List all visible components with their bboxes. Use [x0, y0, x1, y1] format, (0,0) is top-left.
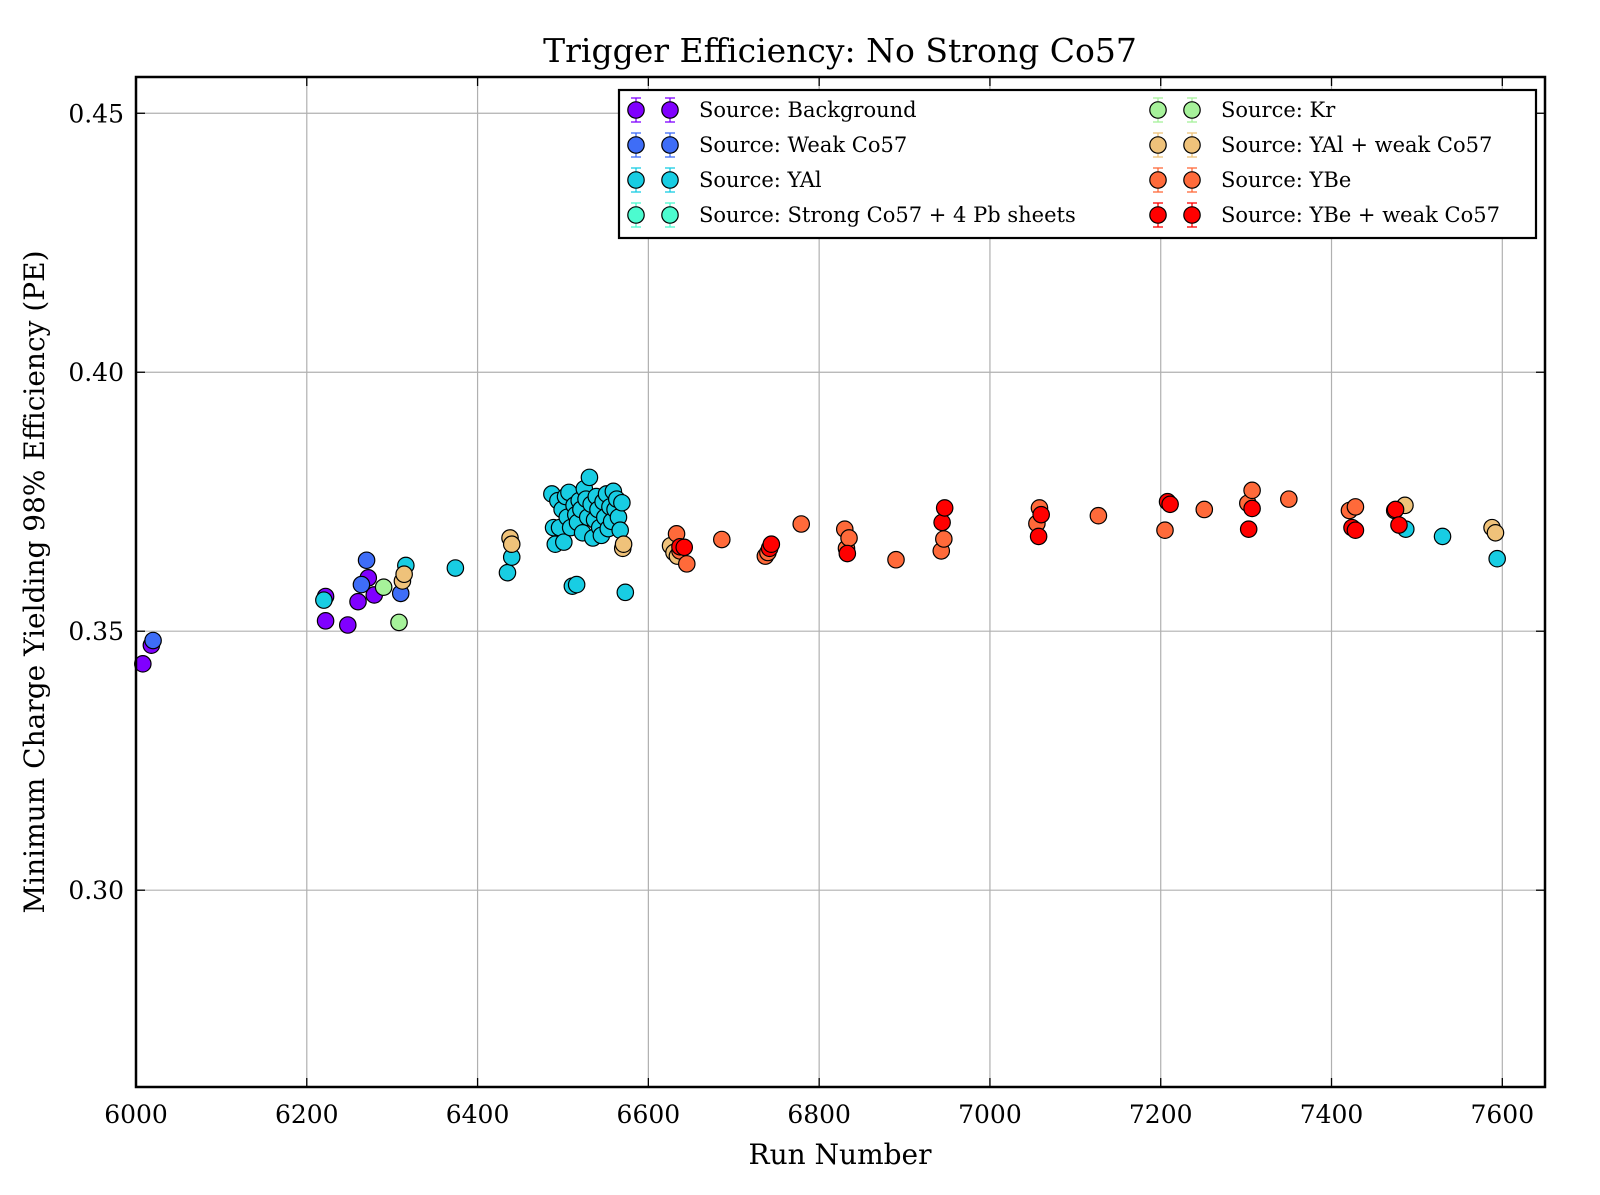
y-tick-label: 0.40 — [68, 358, 124, 387]
y-tick-label: 0.30 — [68, 876, 124, 905]
legend-marker — [627, 171, 645, 189]
legend-marker — [1149, 206, 1167, 224]
data-point-3 — [555, 533, 573, 551]
legend-label: Source: YAl + weak Co57 — [1221, 133, 1492, 157]
data-point-3 — [580, 468, 599, 487]
data-point-3 — [498, 563, 517, 582]
data-point-3 — [613, 493, 631, 512]
data-point-5 — [390, 613, 408, 632]
data-point-7 — [840, 529, 858, 547]
data-point-3 — [446, 559, 465, 577]
data-point-7 — [1156, 521, 1174, 540]
data-point-8 — [838, 544, 857, 563]
x-tick-label: 6400 — [446, 1100, 510, 1129]
data-point-7 — [713, 530, 731, 549]
y-axis-title: Minimum Charge Yielding 98% Efficiency (… — [18, 251, 51, 914]
data-points — [134, 468, 1506, 673]
plot-frame — [134, 75, 1547, 1089]
data-point-3 — [1433, 527, 1452, 546]
legend: Source: Background Source: Weak Co57 Sourc… — [617, 88, 1538, 240]
data-point-5 — [374, 578, 393, 596]
legend-marker — [1183, 171, 1201, 189]
legend-marker — [1149, 101, 1167, 119]
data-point-7 — [677, 555, 696, 573]
data-point-8 — [675, 538, 694, 557]
chart-title: Trigger Efficiency: No Strong Co57 — [543, 31, 1137, 70]
legend-marker — [627, 136, 645, 154]
data-point-1 — [134, 655, 152, 673]
legend-marker — [627, 101, 645, 119]
legend-marker — [661, 171, 679, 189]
data-point-2 — [357, 551, 376, 570]
legend-marker — [1149, 171, 1167, 189]
data-point-3 — [616, 583, 635, 602]
x-tick-label: 7400 — [1300, 1100, 1364, 1129]
legend-marker — [1183, 101, 1201, 119]
data-point-8 — [1346, 521, 1365, 540]
legend-marker — [661, 136, 679, 154]
x-axis-title: Run Number — [748, 1138, 932, 1171]
data-point-7 — [1346, 498, 1365, 516]
data-point-6 — [395, 565, 413, 584]
data-point-7 — [887, 550, 905, 569]
data-point-3 — [1488, 549, 1506, 568]
data-point-8 — [1386, 500, 1405, 519]
data-point-6 — [614, 535, 633, 553]
data-point-3 — [315, 591, 333, 609]
data-point-2 — [352, 575, 371, 594]
data-point-8 — [1243, 499, 1261, 518]
data-point-7 — [792, 515, 811, 533]
data-point-8 — [1161, 495, 1179, 514]
data-point-8 — [935, 499, 954, 517]
data-point-8 — [933, 513, 951, 532]
data-point-3 — [567, 575, 586, 594]
y-tick-label: 0.35 — [68, 617, 124, 646]
legend-label: Source: YAl — [699, 168, 822, 192]
x-tick-label: 6800 — [787, 1100, 851, 1129]
x-tick-label: 6000 — [104, 1100, 168, 1129]
y-tick-label: 0.45 — [68, 99, 124, 128]
legend-marker — [1183, 136, 1201, 154]
data-point-8 — [1239, 520, 1258, 538]
y-tick-labels: 0.30 0.35 0.40 0.45 — [68, 99, 124, 905]
legend-label: Source: YBe — [1221, 168, 1351, 192]
legend-marker — [1149, 136, 1167, 154]
data-point-7 — [935, 530, 953, 548]
x-tick-label: 7000 — [958, 1100, 1022, 1129]
x-tick-label: 6600 — [617, 1100, 681, 1129]
data-point-1 — [338, 616, 357, 634]
legend-label: Source: Kr — [1221, 98, 1336, 122]
data-point-8 — [1390, 516, 1408, 534]
x-tick-label: 6200 — [275, 1100, 339, 1129]
data-point-2 — [144, 631, 162, 650]
x-tick-label: 7600 — [1470, 1100, 1534, 1129]
legend-label: Source: Weak Co57 — [699, 133, 907, 157]
data-point-7 — [1280, 490, 1298, 508]
legend-marker — [1183, 206, 1201, 224]
data-point-8 — [762, 535, 781, 553]
data-point-1 — [316, 612, 335, 630]
data-point-7 — [1243, 481, 1261, 500]
x-tick-labels: 6000 6200 6400 6600 6800 7000 7200 7400 7600 — [104, 1100, 1534, 1129]
legend-label: Source: Background — [699, 98, 917, 122]
legend-marker — [661, 101, 679, 119]
data-point-1 — [349, 592, 367, 611]
data-point-8 — [1029, 527, 1048, 546]
data-point-7 — [1195, 500, 1214, 519]
x-tick-label: 7200 — [1129, 1100, 1193, 1129]
legend-marker — [627, 206, 645, 224]
data-point-6 — [1486, 523, 1505, 542]
data-point-7 — [1089, 506, 1108, 525]
legend-box — [617, 88, 1538, 240]
legend-label: Source: Strong Co57 + 4 Pb sheets — [699, 203, 1076, 227]
legend-marker — [661, 206, 679, 224]
data-point-6 — [502, 535, 521, 553]
data-point-8 — [1032, 505, 1050, 524]
legend-label: Source: YBe + weak Co57 — [1221, 203, 1500, 227]
